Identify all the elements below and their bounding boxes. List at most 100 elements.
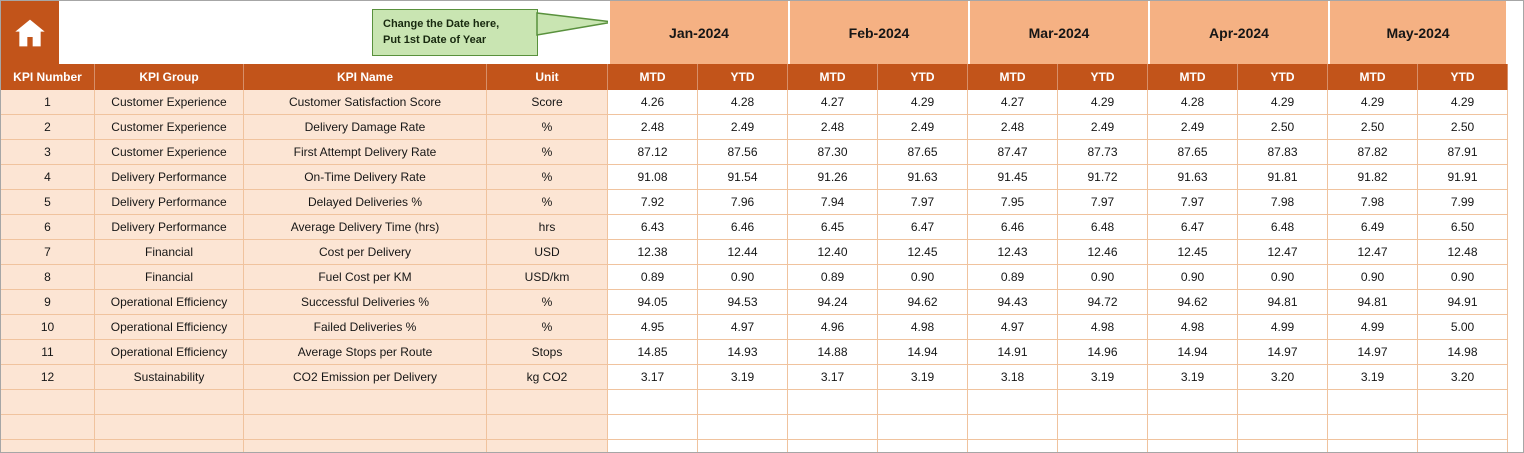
cell-value[interactable]: 94.62 — [878, 290, 968, 315]
cell-empty[interactable] — [95, 390, 244, 415]
cell-value[interactable]: 4.97 — [968, 315, 1058, 340]
cell-kpi-number[interactable]: 2 — [1, 115, 95, 140]
date-instruction-callout[interactable]: Change the Date here, Put 1st Date of Ye… — [372, 9, 538, 56]
cell-kpi-name[interactable]: Delivery Damage Rate — [244, 115, 487, 140]
cell-kpi-number[interactable]: 12 — [1, 365, 95, 390]
column-header-kpi-number[interactable]: KPI Number — [1, 64, 95, 90]
cell-value[interactable]: 4.29 — [1238, 90, 1328, 115]
cell-value[interactable]: 87.12 — [608, 140, 698, 165]
cell-value[interactable]: 87.47 — [968, 140, 1058, 165]
cell-value[interactable]: 14.94 — [1148, 340, 1238, 365]
cell-empty[interactable] — [788, 390, 878, 415]
cell-value[interactable]: 91.08 — [608, 165, 698, 190]
cell-value[interactable]: 4.96 — [788, 315, 878, 340]
cell-value[interactable]: 7.97 — [1058, 190, 1148, 215]
cell-value[interactable]: 7.97 — [878, 190, 968, 215]
column-header-jan-2024-mtd[interactable]: MTD — [608, 64, 698, 90]
cell-value[interactable]: 12.45 — [878, 240, 968, 265]
cell-unit[interactable]: USD/km — [487, 265, 608, 290]
month-header-apr-2024[interactable]: Apr-2024 — [1148, 1, 1328, 64]
cell-unit[interactable]: Score — [487, 90, 608, 115]
cell-value[interactable]: 12.47 — [1238, 240, 1328, 265]
cell-value[interactable]: 12.45 — [1148, 240, 1238, 265]
cell-value[interactable]: 2.49 — [1148, 115, 1238, 140]
cell-unit[interactable]: kg CO2 — [487, 365, 608, 390]
cell-kpi-name[interactable]: On-Time Delivery Rate — [244, 165, 487, 190]
column-header-unit[interactable]: Unit — [487, 64, 608, 90]
cell-value[interactable]: 2.48 — [608, 115, 698, 140]
cell-value[interactable]: 3.19 — [1058, 365, 1148, 390]
cell-kpi-number[interactable]: 4 — [1, 165, 95, 190]
cell-value[interactable]: 3.20 — [1238, 365, 1328, 390]
month-header-feb-2024[interactable]: Feb-2024 — [788, 1, 968, 64]
cell-kpi-number[interactable]: 9 — [1, 290, 95, 315]
cell-kpi-number[interactable]: 7 — [1, 240, 95, 265]
cell-value[interactable]: 94.91 — [1418, 290, 1508, 315]
cell-value[interactable]: 87.65 — [1148, 140, 1238, 165]
cell-unit[interactable]: hrs — [487, 215, 608, 240]
cell-value[interactable]: 91.82 — [1328, 165, 1418, 190]
cell-value[interactable]: 2.50 — [1328, 115, 1418, 140]
cell-value[interactable]: 14.94 — [878, 340, 968, 365]
cell-value[interactable]: 4.28 — [1148, 90, 1238, 115]
cell-empty[interactable] — [1328, 390, 1418, 415]
cell-value[interactable]: 14.88 — [788, 340, 878, 365]
cell-value[interactable]: 3.19 — [1328, 365, 1418, 390]
cell-value[interactable]: 0.90 — [1148, 265, 1238, 290]
cell-value[interactable]: 3.17 — [608, 365, 698, 390]
cell-value[interactable]: 94.24 — [788, 290, 878, 315]
cell-value[interactable]: 7.94 — [788, 190, 878, 215]
column-header-mar-2024-ytd[interactable]: YTD — [1058, 64, 1148, 90]
cell-value[interactable]: 7.98 — [1238, 190, 1328, 215]
month-header-mar-2024[interactable]: Mar-2024 — [968, 1, 1148, 64]
cell-kpi-name[interactable]: Successful Deliveries % — [244, 290, 487, 315]
cell-kpi-group[interactable]: Customer Experience — [95, 90, 244, 115]
cell-value[interactable]: 7.92 — [608, 190, 698, 215]
cell-empty[interactable] — [244, 440, 487, 452]
cell-value[interactable]: 6.46 — [698, 215, 788, 240]
cell-value[interactable]: 4.95 — [608, 315, 698, 340]
cell-kpi-name[interactable]: Cost per Delivery — [244, 240, 487, 265]
column-header-feb-2024-ytd[interactable]: YTD — [878, 64, 968, 90]
cell-unit[interactable]: Stops — [487, 340, 608, 365]
cell-empty[interactable] — [608, 390, 698, 415]
cell-value[interactable]: 7.98 — [1328, 190, 1418, 215]
cell-kpi-group[interactable]: Delivery Performance — [95, 190, 244, 215]
cell-empty[interactable] — [968, 415, 1058, 440]
cell-value[interactable]: 4.97 — [698, 315, 788, 340]
cell-value[interactable]: 94.72 — [1058, 290, 1148, 315]
cell-value[interactable]: 91.91 — [1418, 165, 1508, 190]
cell-kpi-group[interactable]: Sustainability — [95, 365, 244, 390]
cell-value[interactable]: 0.89 — [788, 265, 878, 290]
cell-kpi-number[interactable]: 3 — [1, 140, 95, 165]
cell-empty[interactable] — [1418, 390, 1508, 415]
cell-value[interactable]: 4.98 — [878, 315, 968, 340]
column-header-mar-2024-mtd[interactable]: MTD — [968, 64, 1058, 90]
cell-value[interactable]: 2.50 — [1418, 115, 1508, 140]
cell-kpi-group[interactable]: Customer Experience — [95, 115, 244, 140]
cell-value[interactable]: 12.47 — [1328, 240, 1418, 265]
cell-empty[interactable] — [95, 440, 244, 452]
cell-value[interactable]: 6.45 — [788, 215, 878, 240]
cell-value[interactable]: 2.50 — [1238, 115, 1328, 140]
cell-value[interactable]: 4.98 — [1058, 315, 1148, 340]
cell-kpi-name[interactable]: Average Delivery Time (hrs) — [244, 215, 487, 240]
cell-value[interactable]: 0.90 — [878, 265, 968, 290]
column-header-may-2024-mtd[interactable]: MTD — [1328, 64, 1418, 90]
cell-value[interactable]: 6.50 — [1418, 215, 1508, 240]
cell-value[interactable]: 6.46 — [968, 215, 1058, 240]
cell-kpi-name[interactable]: Fuel Cost per KM — [244, 265, 487, 290]
cell-value[interactable]: 12.43 — [968, 240, 1058, 265]
cell-value[interactable]: 4.29 — [1328, 90, 1418, 115]
cell-unit[interactable]: % — [487, 190, 608, 215]
cell-empty[interactable] — [1238, 415, 1328, 440]
cell-value[interactable]: 0.90 — [1058, 265, 1148, 290]
cell-value[interactable]: 4.29 — [1058, 90, 1148, 115]
cell-value[interactable]: 94.05 — [608, 290, 698, 315]
cell-empty[interactable] — [487, 440, 608, 452]
cell-value[interactable]: 14.97 — [1238, 340, 1328, 365]
cell-value[interactable]: 2.49 — [1058, 115, 1148, 140]
cell-value[interactable]: 12.38 — [608, 240, 698, 265]
cell-empty[interactable] — [1058, 390, 1148, 415]
cell-kpi-group[interactable]: Delivery Performance — [95, 165, 244, 190]
